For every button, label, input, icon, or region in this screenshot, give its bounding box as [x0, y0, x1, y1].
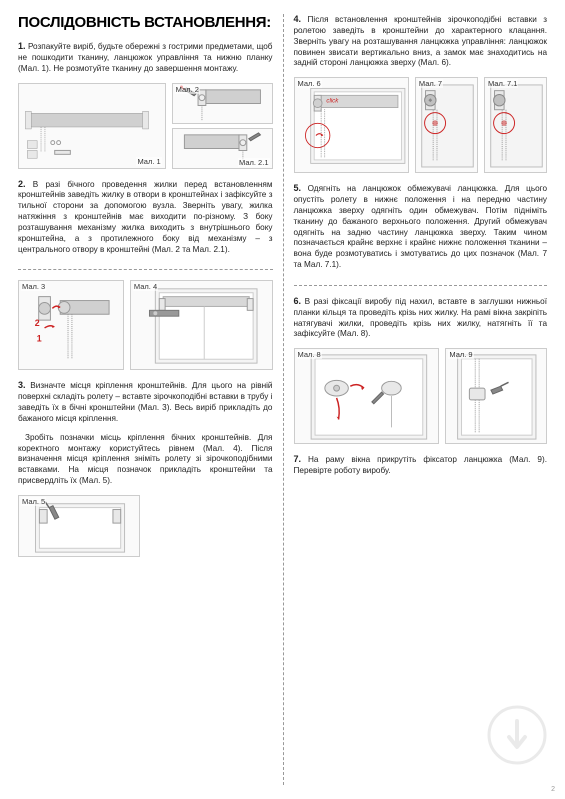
step-2-text: В разі бічного проведення жилки перед вс… [18, 180, 273, 254]
fig-label-9: Мал. 9 [448, 350, 473, 359]
svg-text:2: 2 [35, 318, 40, 328]
fig-label-1: Мал. 1 [136, 157, 161, 166]
fig-label-6: Мал. 6 [297, 79, 322, 88]
step-3b-text: Зробіть позначки місць кріплення бічних … [18, 433, 273, 485]
fig-label-7: Мал. 7 [418, 79, 443, 88]
step-5-text: Одягніть на ланцюжок обмежувачі ланцюжка… [294, 184, 548, 269]
figure-1: Мал. 1 [18, 83, 166, 169]
divider-left [18, 269, 273, 270]
fig-label-8: Мал. 8 [297, 350, 322, 359]
step-6: 6. В разі фіксації виробу під нахил, вст… [294, 296, 548, 340]
figure-9: Мал. 9 [445, 348, 547, 444]
figure-7-1: Мал. 7.1 [484, 77, 547, 173]
right-column: 4. Після встановлення кронштейнів зірочк… [283, 14, 548, 785]
figure-7: Мал. 7 [415, 77, 478, 173]
step-4: 4. Після встановлення кронштейнів зірочк… [294, 14, 548, 69]
step-5: 5. Одягніть на ланцюжок обмежувачі ланцю… [294, 183, 548, 271]
click-label: click [326, 98, 339, 105]
figure-2-1: Мал. 2.1 [172, 128, 273, 169]
fig-label-2-1: Мал. 2.1 [238, 158, 269, 167]
fig-label-4: Мал. 4 [133, 282, 158, 291]
figure-3: 2 1 Мал. 3 [18, 280, 124, 370]
page-number: 2 [551, 786, 555, 793]
fig-label-5: Мал. 5 [21, 497, 46, 506]
svg-text:1: 1 [37, 334, 42, 344]
left-column: Послідовність встановлення: 1. Розпакуйт… [18, 14, 283, 785]
figure-4: Мал. 4 [130, 280, 273, 370]
step-3a: 3. Визначте місця кріплення кронштейнів.… [18, 380, 273, 424]
step-1-text: Розпакуйте виріб, будьте обережні з гост… [18, 42, 273, 73]
step-7-text: На раму вікна прикрутіть фіксатор ланцюж… [294, 455, 548, 475]
figure-8: Мал. 8 [294, 348, 440, 444]
fig-label-2: Мал. 2 [175, 85, 200, 94]
watermark-icon [487, 705, 547, 765]
figure-5: Мал. 5 [18, 495, 140, 557]
step-3a-text: Визначте місця кріплення кронштейнів. Дл… [18, 381, 273, 423]
fig-label-7-1: Мал. 7.1 [487, 79, 518, 88]
step-2: 2. В разі бічного проведення жилки перед… [18, 179, 273, 256]
step-7: 7. На раму вікна прикрутіть фіксатор лан… [294, 454, 548, 477]
step-4-text: Після встановлення кронштейнів зірочкопо… [294, 15, 548, 67]
figure-2: Мал. 2 [172, 83, 273, 124]
step-1: 1. Розпакуйте виріб, будьте обережні з г… [18, 41, 273, 75]
step-6-text: В разі фіксації виробу під нахил, вставт… [294, 297, 548, 339]
divider-right [294, 285, 548, 286]
figure-6: click Мал. 6 [294, 77, 409, 173]
page-title: Послідовність встановлення: [18, 14, 273, 31]
fig-label-3: Мал. 3 [21, 282, 46, 291]
step-3b: Зробіть позначки місць кріплення бічних … [18, 433, 273, 487]
